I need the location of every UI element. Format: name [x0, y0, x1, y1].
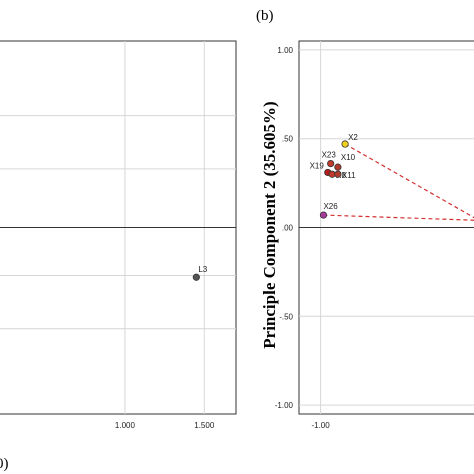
panel-b: (b) Principle Component 2 (35.605%) 1.00… [256, 8, 474, 430]
panel-b-point-label: X26 [323, 202, 338, 211]
panel-b-point [341, 140, 349, 148]
panel-b-y-tick-label: .00 [282, 224, 294, 233]
panel-a-point [192, 273, 200, 281]
panel-b-point-label: X8 [336, 171, 346, 180]
panel-b-point-label: X11 [342, 171, 356, 180]
panel-b-point-label: X10 [341, 153, 356, 162]
y-axis-label: Principle Component 2 (35.605%) [260, 101, 279, 348]
panel-b-arrow-line [344, 143, 474, 219]
panel-b-point-label: X19 [310, 161, 325, 170]
panel-b-y-tick-label: .50 [282, 135, 294, 144]
panel-b-y-tick-label: -1.00 [275, 401, 294, 410]
panel-b-x-ticks: -1.00 [311, 421, 330, 430]
panel-b-point-label: X23 [322, 151, 337, 160]
panel-b-point [319, 211, 328, 219]
panel-b-point [327, 159, 335, 168]
panel-b-x-tick-label: -1.00 [311, 421, 330, 430]
panel-b-y-ticks: 1.00 .50 .00 -.50 -1.00 [275, 46, 294, 410]
panel-b-label: (b) [256, 8, 274, 24]
panel-a: 1.000 1.500 L3 [0, 40, 237, 430]
panel-b-y-tick-label: -.50 [279, 312, 293, 321]
panel-b-arrow-line [323, 214, 474, 221]
panel-a-x-tick-label: 1.000 [115, 421, 136, 430]
panel-b-points: X2 X23 X10 X19 X8X11 X26 [310, 133, 358, 219]
panel-a-x-ticks: 1.000 1.500 [115, 421, 215, 430]
panel-b-grid [299, 41, 474, 414]
bottom-left-fragment: 0) [0, 456, 9, 472]
panel-b-y-tick-label: 1.00 [277, 46, 293, 55]
panel-a-point-label: L3 [198, 265, 207, 274]
panel-b-point-label: X2 [348, 133, 358, 142]
panel-b-arrows [323, 143, 474, 221]
panel-b-point [334, 163, 342, 171]
panel-b-point [334, 170, 342, 178]
panel-a-x-tick-label: 1.500 [194, 421, 215, 430]
panel-a-points: L3 [192, 265, 208, 281]
